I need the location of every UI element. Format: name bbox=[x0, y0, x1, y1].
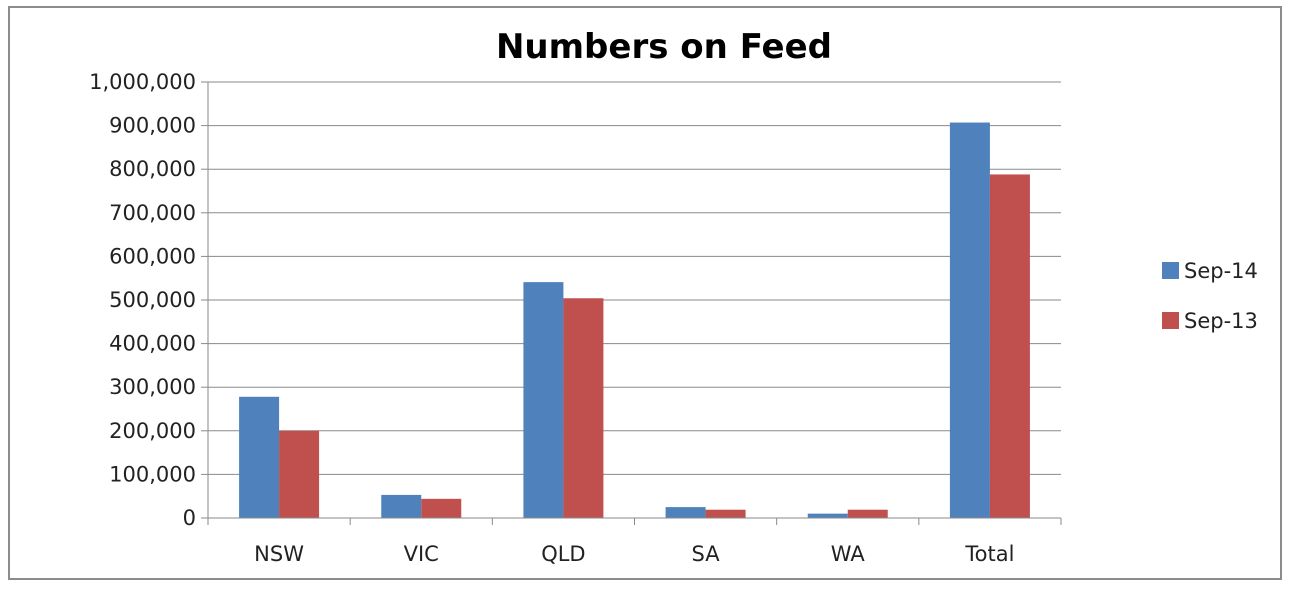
x-axis-ticks: NSW VIC QLD SA WA Total bbox=[207, 518, 1062, 566]
bars bbox=[239, 122, 1030, 518]
legend-swatch bbox=[1162, 312, 1179, 329]
y-tick-label: 200,000 bbox=[109, 419, 196, 443]
chart-frame bbox=[8, 6, 1282, 580]
bar bbox=[523, 282, 564, 518]
y-tick-label: 800,000 bbox=[109, 157, 196, 181]
chart-title: Numbers on Feed bbox=[496, 27, 832, 67]
y-tick-label: 400,000 bbox=[109, 332, 196, 356]
y-tick-label: 300,000 bbox=[109, 375, 196, 399]
gridlines bbox=[208, 81, 1061, 475]
bar bbox=[847, 509, 888, 518]
x-tick-label: SA bbox=[692, 542, 721, 566]
x-tick-label: QLD bbox=[541, 542, 585, 566]
y-tick-label: 0 bbox=[183, 506, 196, 530]
legend-swatch bbox=[1162, 262, 1179, 279]
legend: Sep-14 Sep-13 bbox=[1162, 259, 1258, 333]
bar bbox=[239, 396, 280, 518]
bar bbox=[665, 507, 706, 518]
y-tick-label: 100,000 bbox=[109, 462, 196, 486]
legend-label: Sep-14 bbox=[1184, 259, 1258, 283]
y-tick-label: 600,000 bbox=[109, 244, 196, 268]
x-tick-label: WA bbox=[831, 542, 866, 566]
bar bbox=[279, 430, 320, 518]
y-tick-label: 500,000 bbox=[109, 288, 196, 312]
bar bbox=[705, 509, 746, 518]
bar bbox=[989, 174, 1030, 518]
bar bbox=[949, 122, 990, 518]
bar bbox=[563, 298, 604, 518]
legend-label: Sep-13 bbox=[1184, 309, 1258, 333]
y-axis-ticks: 0 100,000 200,000 300,000 400,000 500,000 600,… bbox=[89, 70, 208, 530]
bar bbox=[807, 513, 848, 518]
bar bbox=[421, 498, 462, 518]
y-tick-label: 1,000,000 bbox=[89, 70, 196, 94]
x-tick-label: VIC bbox=[404, 542, 439, 566]
bar bbox=[381, 494, 422, 518]
y-tick-label: 700,000 bbox=[109, 201, 196, 225]
x-tick-label: Total bbox=[964, 542, 1014, 566]
x-tick-label: NSW bbox=[254, 542, 304, 566]
y-tick-label: 900,000 bbox=[109, 114, 196, 138]
